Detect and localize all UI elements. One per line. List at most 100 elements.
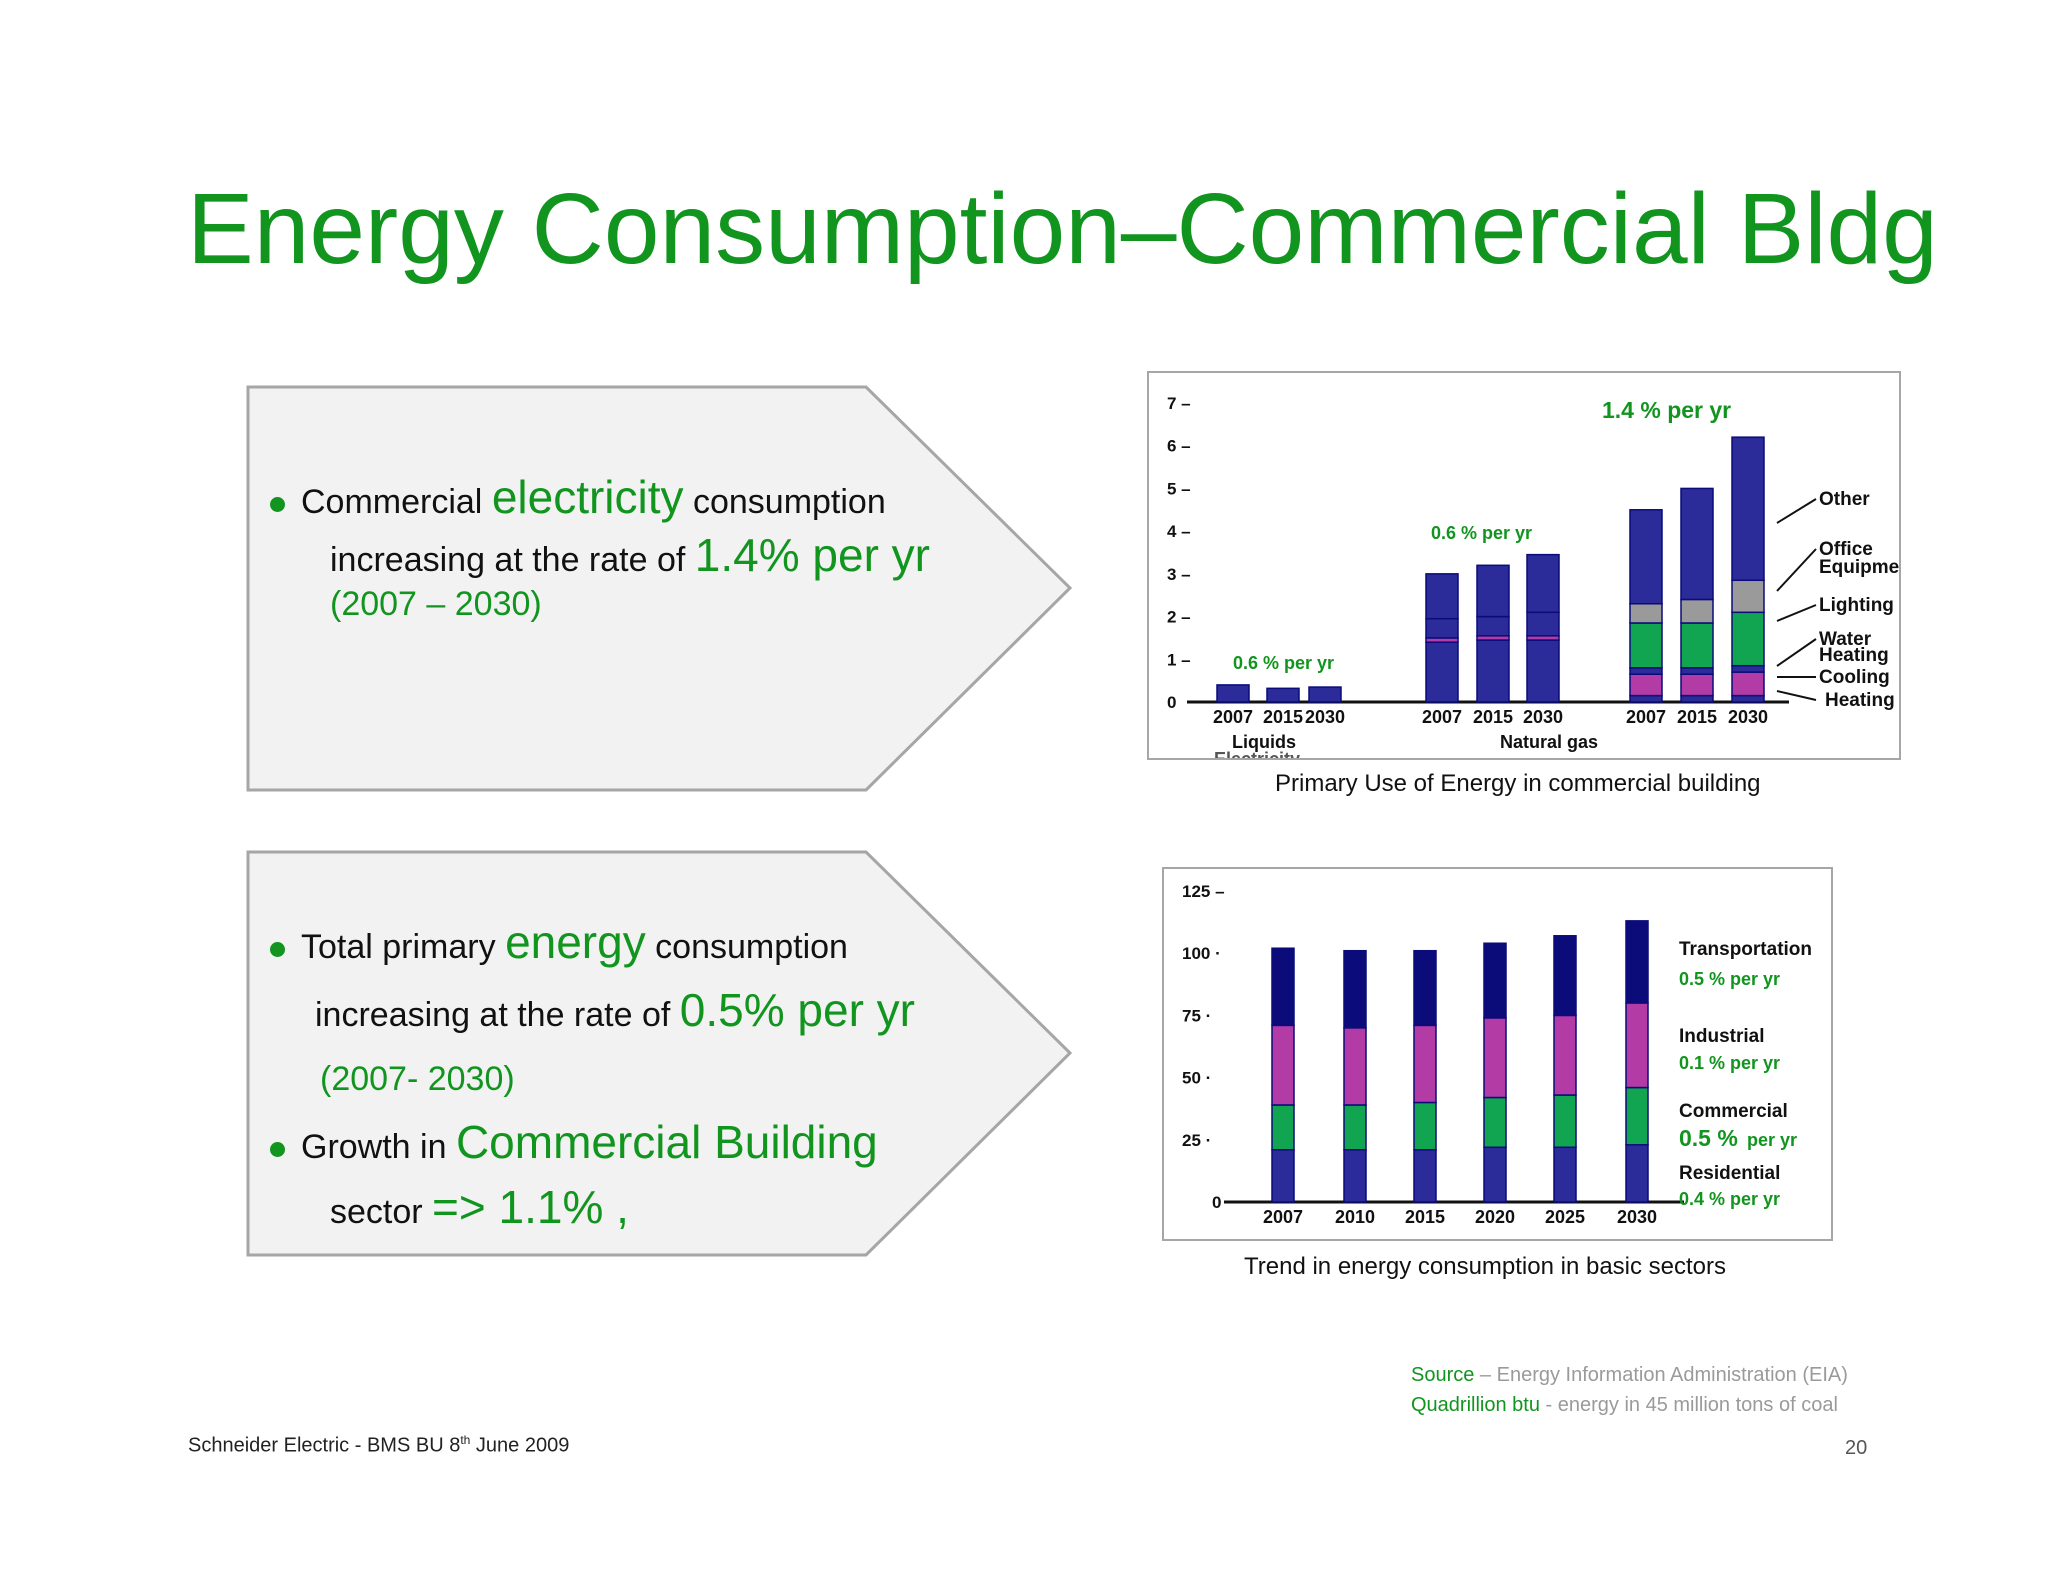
bar-segment [1343, 949, 1367, 1029]
bar-segment [1629, 509, 1663, 605]
y-tick-label: 1 – [1167, 650, 1191, 669]
y-tick-label: 7 – [1167, 394, 1191, 413]
legend-label: Equipment [1819, 557, 1899, 578]
box2-line2: increasing at the rate of 0.5% per yr [315, 983, 915, 1037]
bar-segment [1553, 1014, 1577, 1096]
bar-segment [1483, 1017, 1507, 1099]
growth-label: 0.6 % per yr [1233, 653, 1334, 673]
y-tick-label: 0 [1212, 1193, 1221, 1212]
bar-segment [1526, 553, 1560, 614]
box1-text: Commercial [301, 483, 492, 521]
growth-label: 0.6 % per yr [1431, 523, 1532, 543]
box2-text: Total primary [301, 928, 506, 966]
bullet-icon [270, 496, 285, 512]
legend-label: Heating [1819, 645, 1889, 666]
bar-segment [1553, 1146, 1577, 1203]
group-label: Electricity [1214, 749, 1300, 758]
bar-segment [1680, 667, 1714, 675]
footer-company-date: Schneider Electric - BMS BU 8th June 200… [188, 1433, 569, 1458]
bar-segment [1625, 920, 1649, 1004]
box2-highlight: energy [505, 916, 646, 968]
bar-segment [1731, 579, 1765, 614]
y-tick-label: 75 · [1182, 1006, 1211, 1025]
footer-sup: th [460, 1433, 471, 1447]
growth-label: 0.5 % [1679, 1125, 1738, 1151]
box2-text: Growth in [301, 1128, 456, 1166]
box1-text: increasing at the rate of [330, 541, 695, 579]
bar-segment [1425, 573, 1459, 620]
legend-pointer [1776, 690, 1817, 701]
bar-segment [1680, 694, 1714, 703]
box1-highlight: electricity [491, 471, 684, 523]
bar-segment [1483, 1096, 1507, 1149]
box2-text: consumption [645, 928, 848, 966]
bar-segment [1476, 639, 1510, 703]
bar-segment [1731, 611, 1765, 667]
chart-sector-trend-svg: 0 25 · 50 · 75 · 100 · 125 – 2007 2010 2015 2020 2… [1182, 882, 1812, 1227]
box1-line1: Commercial electricity consumption [270, 470, 886, 524]
box1-rate: 1.4% per yr [694, 529, 930, 581]
legend-pointer [1776, 604, 1817, 622]
unit-label: Quadrillion btu [1411, 1394, 1540, 1416]
box2-rate: 0.5% per yr [679, 984, 915, 1036]
chart2-caption: Trend in energy consumption in basic sec… [1244, 1253, 1727, 1280]
x-tick-label: 2007 [1626, 707, 1666, 727]
bar-segment [1271, 1024, 1295, 1106]
legend-label: Office [1819, 539, 1873, 560]
box2-line1: Total primary energy consumption [270, 915, 848, 969]
growth-label: 0.4 % per yr [1679, 1189, 1780, 1209]
group-label: Natural gas [1500, 732, 1598, 752]
legend-label: Commercial [1679, 1101, 1788, 1122]
x-tick-label: 2020 [1475, 1207, 1515, 1227]
bar-segment [1629, 694, 1663, 703]
box2-growth: => 1.1% , [432, 1181, 629, 1233]
bar-segment [1629, 622, 1663, 669]
x-tick-label: 2015 [1405, 1207, 1445, 1227]
bar-segment [1553, 935, 1577, 1017]
box2-line4: Growth in Commercial Building [270, 1115, 878, 1169]
box1-line2: increasing at the rate of 1.4% per yr [330, 528, 930, 582]
bar-segment [1680, 673, 1714, 697]
box1-text: consumption [683, 483, 886, 521]
bar-segment [1483, 1146, 1507, 1203]
growth-label: per yr [1747, 1130, 1797, 1150]
y-tick-label: 100 · [1182, 944, 1221, 963]
arrow-box-1 [246, 385, 1073, 792]
y-tick-label: 6 – [1167, 437, 1191, 456]
slide-title: Energy Consumption–Commercial Bldg [187, 173, 1938, 285]
box1-line3: (2007 – 2030) [330, 585, 542, 623]
bar-segment [1526, 611, 1560, 637]
y-tick-label: 125 – [1182, 882, 1225, 901]
bar-segment [1413, 1149, 1437, 1203]
arrow-box-2 [246, 850, 1073, 1257]
bar-segment [1731, 671, 1765, 697]
bar-segment [1625, 1002, 1649, 1089]
legend-label: Water [1819, 629, 1872, 650]
bar-segment [1680, 487, 1714, 601]
legend-label: Lighting [1819, 595, 1894, 616]
y-tick-label: 3 – [1167, 565, 1191, 584]
y-tick-label: 50 · [1182, 1069, 1211, 1088]
legend-pointer [1776, 548, 1817, 592]
x-tick-label: 2030 [1305, 707, 1345, 727]
bar-segment [1476, 564, 1510, 618]
source-label: Source [1411, 1364, 1475, 1386]
x-tick-label: 2015 [1263, 707, 1303, 727]
unit-text: - energy in 45 million tons of coal [1539, 1394, 1838, 1416]
bar-segment [1731, 664, 1765, 673]
bar-segment [1425, 641, 1459, 703]
bar-segment [1629, 673, 1663, 697]
box2-text: sector [330, 1193, 433, 1231]
bullet-icon [270, 941, 285, 957]
chart-primary-use-svg: 01 –2 –3 –4 –5 –6 –7 –2007 2015 2030 2007 20… [1167, 394, 1918, 769]
y-tick-label: 2 – [1167, 608, 1191, 627]
box2-line5: sector => 1.1% , [330, 1180, 629, 1234]
bar-segment [1731, 436, 1765, 582]
y-tick-label: 0 [1167, 693, 1176, 712]
x-tick-label: 2007 [1422, 707, 1462, 727]
legend-label: Transportation [1679, 939, 1812, 960]
bar-segment [1343, 1104, 1367, 1151]
bar-segment [1553, 1094, 1577, 1149]
bar-segment [1271, 947, 1295, 1027]
legend-label: Residential [1679, 1163, 1780, 1184]
